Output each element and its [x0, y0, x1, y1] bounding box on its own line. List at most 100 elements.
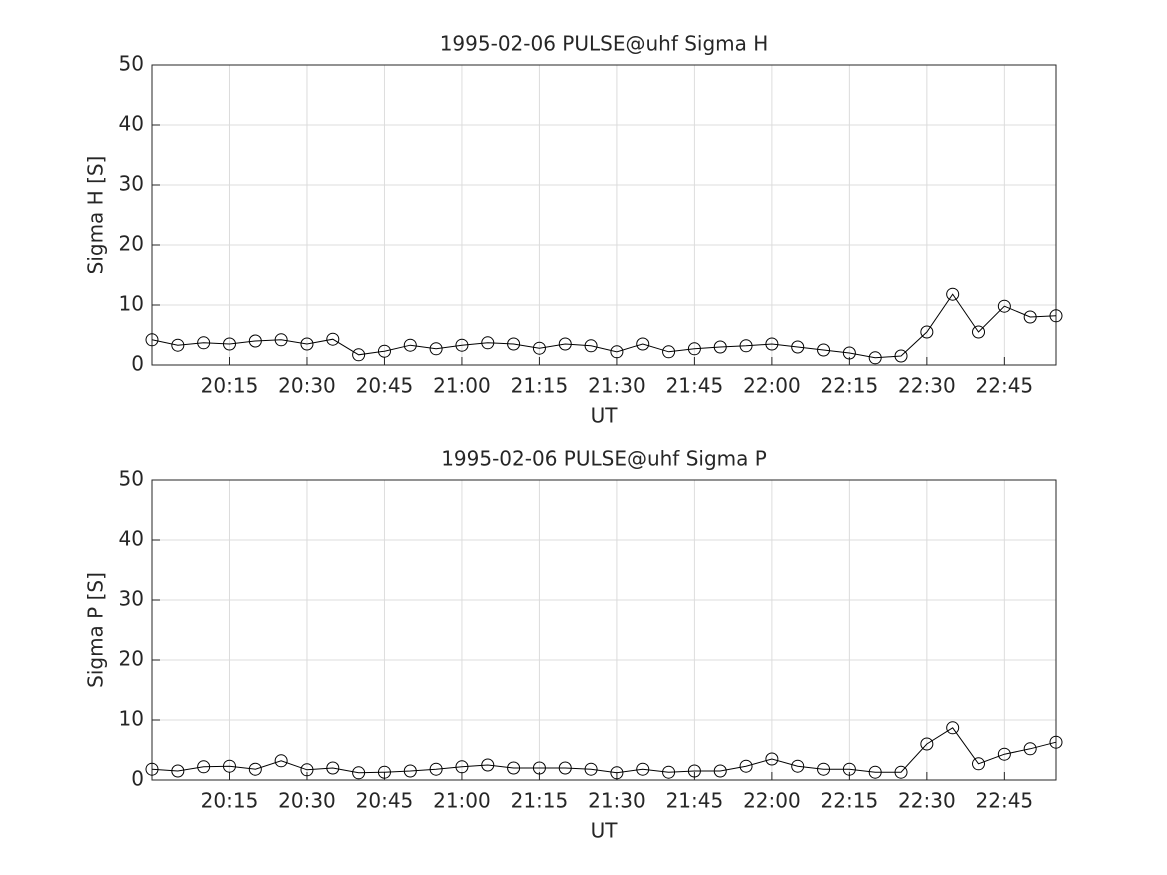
x-tick-label: 21:00 — [433, 789, 491, 813]
data-point — [894, 765, 908, 779]
data-point — [197, 336, 211, 350]
data-point — [636, 337, 650, 351]
data-point — [326, 332, 340, 346]
data-point — [145, 333, 159, 347]
x-tick-label: 22:00 — [743, 374, 801, 398]
data-point — [1049, 735, 1063, 749]
data-point — [1023, 310, 1037, 324]
plot-area — [152, 480, 1056, 780]
data-point — [429, 342, 443, 356]
x-tick-label: 22:30 — [898, 374, 956, 398]
y-axis-label: Sigma H [S] — [84, 156, 108, 275]
x-axis-label: UT — [591, 404, 619, 428]
data-point — [326, 761, 340, 775]
data-point — [997, 299, 1011, 313]
y-tick-label: 40 — [119, 527, 144, 551]
x-tick-label: 20:45 — [356, 374, 414, 398]
y-tick-label: 20 — [119, 647, 144, 671]
y-tick-label: 0 — [131, 767, 144, 791]
y-tick-label: 40 — [119, 112, 144, 136]
data-point — [429, 762, 443, 776]
x-tick-label: 21:45 — [666, 789, 724, 813]
data-point — [1023, 742, 1037, 756]
data-point — [842, 762, 856, 776]
data-point — [946, 721, 960, 735]
x-tick-label: 20:30 — [278, 789, 336, 813]
data-point — [222, 337, 236, 351]
data-point — [791, 340, 805, 354]
data-point — [197, 760, 211, 774]
data-point — [687, 342, 701, 356]
data-point — [868, 351, 882, 365]
x-tick-label: 20:45 — [356, 789, 414, 813]
data-point — [352, 348, 366, 362]
data-point — [481, 336, 495, 350]
data-point — [455, 760, 469, 774]
x-axis-label: UT — [591, 819, 619, 843]
data-point — [842, 346, 856, 360]
data-point — [145, 762, 159, 776]
x-tick-label: 21:15 — [511, 374, 569, 398]
data-point — [662, 345, 676, 359]
x-tick-label: 22:30 — [898, 789, 956, 813]
data-point — [997, 747, 1011, 761]
data-point — [920, 737, 934, 751]
x-tick-label: 20:15 — [201, 789, 259, 813]
data-point — [687, 764, 701, 778]
data-point — [171, 764, 185, 778]
x-tick-label: 22:45 — [976, 374, 1034, 398]
data-point — [352, 766, 366, 780]
x-tick-label: 22:15 — [821, 374, 879, 398]
data-point — [662, 765, 676, 779]
data-point — [972, 757, 986, 771]
data-point — [920, 325, 934, 339]
chart-title: 1995-02-06 PULSE@uhf Sigma H — [440, 32, 769, 56]
y-tick-label: 10 — [119, 707, 144, 731]
data-point — [765, 752, 779, 766]
x-tick-label: 21:15 — [511, 789, 569, 813]
y-tick-label: 50 — [119, 52, 144, 76]
data-point — [946, 287, 960, 301]
data-point — [894, 349, 908, 363]
data-point — [868, 765, 882, 779]
data-point — [610, 766, 624, 780]
x-tick-label: 21:30 — [588, 374, 646, 398]
data-point — [636, 762, 650, 776]
x-tick-label: 22:00 — [743, 789, 801, 813]
data-point — [972, 325, 986, 339]
data-point — [584, 339, 598, 353]
data-point — [403, 338, 417, 352]
data-point — [274, 754, 288, 768]
data-point — [248, 762, 262, 776]
x-tick-label: 21:30 — [588, 789, 646, 813]
data-point — [610, 345, 624, 359]
y-tick-label: 30 — [119, 587, 144, 611]
data-point — [532, 341, 546, 355]
data-point — [817, 343, 831, 357]
data-point — [377, 344, 391, 358]
data-point — [171, 338, 185, 352]
y-tick-label: 50 — [119, 467, 144, 491]
axes-box — [151, 479, 1057, 781]
data-point — [481, 758, 495, 772]
data-point — [765, 337, 779, 351]
x-tick-label: 20:30 — [278, 374, 336, 398]
data-point — [558, 761, 572, 775]
data-point — [377, 765, 391, 779]
data-point — [713, 764, 727, 778]
x-tick-label: 22:15 — [821, 789, 879, 813]
y-tick-label: 20 — [119, 232, 144, 256]
data-point — [817, 762, 831, 776]
data-point — [507, 337, 521, 351]
data-point — [791, 759, 805, 773]
data-point — [739, 759, 753, 773]
data-point — [507, 761, 521, 775]
data-point — [300, 763, 314, 777]
x-tick-label: 21:45 — [666, 374, 724, 398]
data-point — [403, 764, 417, 778]
plot-area — [152, 65, 1056, 365]
chart-title: 1995-02-06 PULSE@uhf Sigma P — [441, 447, 767, 471]
data-point — [222, 759, 236, 773]
